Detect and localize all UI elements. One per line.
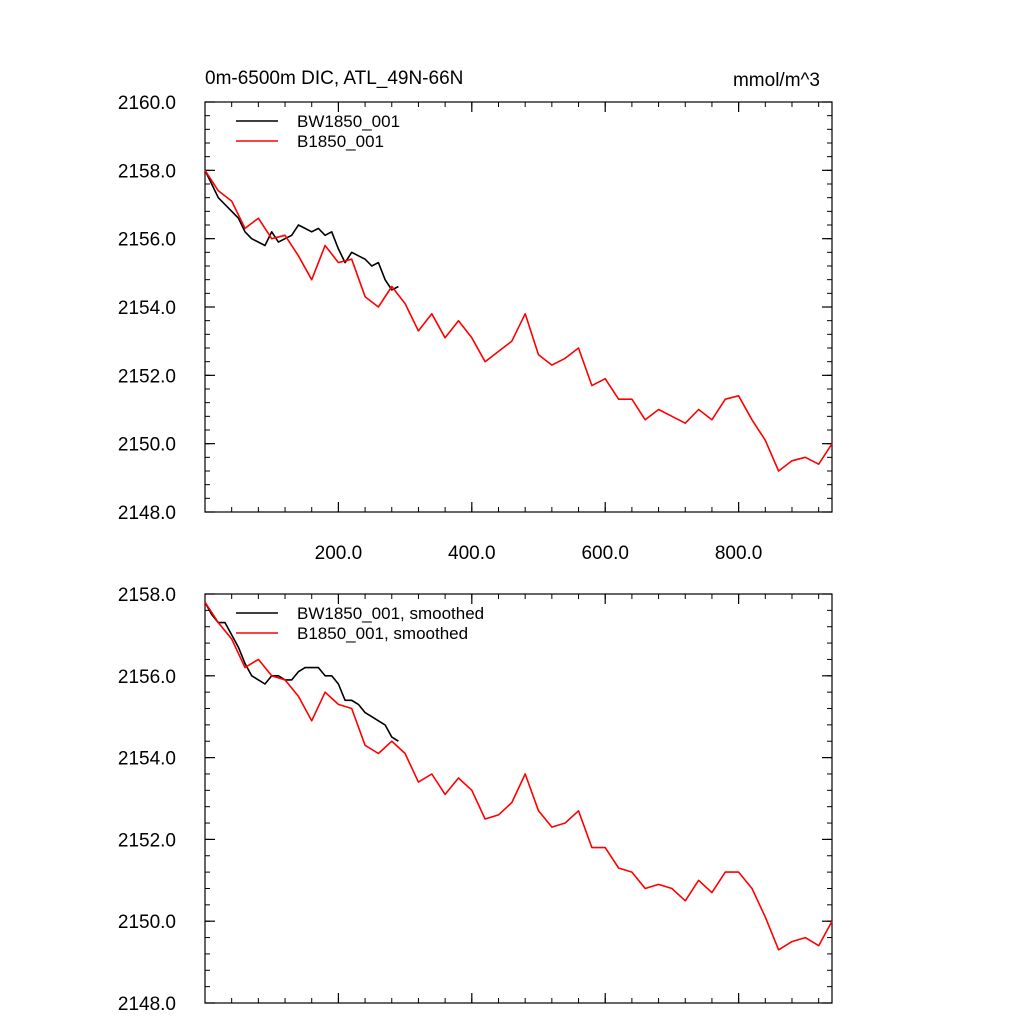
top-x-tick-label: 600.0 [581,543,629,564]
top-y-tick-label: 2160.0 [118,93,176,114]
top-x-tick-label: 200.0 [315,543,363,564]
bottom-y-tick-label: 2148.0 [118,994,176,1015]
bottom-plot-frame [204,593,833,1004]
top-y-tick-label: 2156.0 [118,230,176,251]
top-x-tick-label: 800.0 [715,543,763,564]
top-plot-frame [204,101,833,513]
bottom-series-line-b1850 [204,601,833,951]
bottom-y-tick-label: 2156.0 [118,667,176,688]
bottom-panel: 2148.0 2150.0 2152.0 2154.0 2156.0 2158.0 BW18… [118,585,833,1015]
chart-title: 0m-6500m DIC, ATL_49N-66N [205,68,463,89]
top-x-tick-label: 400.0 [448,543,496,564]
bottom-y-tick-label: 2154.0 [118,749,176,770]
top-legend-label-bw1850: BW1850_001 [297,112,400,131]
chart-units: mmol/m^3 [733,70,820,91]
bottom-legend-label-b1850: B1850_001, smoothed [297,624,468,643]
bottom-y-tick-label: 2152.0 [118,830,176,851]
top-y-tick-label: 2148.0 [118,503,176,524]
top-series-line-bw1850 [204,169,399,291]
top-y-tick-label: 2150.0 [118,435,176,456]
top-panel: 2148.0 2150.0 2152.0 2154.0 2156.0 2158.0 2160… [118,93,833,564]
top-series-line-b1850 [204,169,833,472]
bottom-y-tick-label: 2158.0 [118,585,176,606]
bottom-y-tick-label: 2150.0 [118,912,176,933]
top-y-tick-label: 2154.0 [118,298,176,319]
bottom-legend-label-bw1850: BW1850_001, smoothed [297,604,484,623]
top-y-tick-label: 2158.0 [118,161,176,182]
top-y-tick-label: 2152.0 [118,366,176,387]
top-legend-label-b1850: B1850_001 [297,132,384,151]
bottom-series-line-bw1850 [204,601,399,742]
